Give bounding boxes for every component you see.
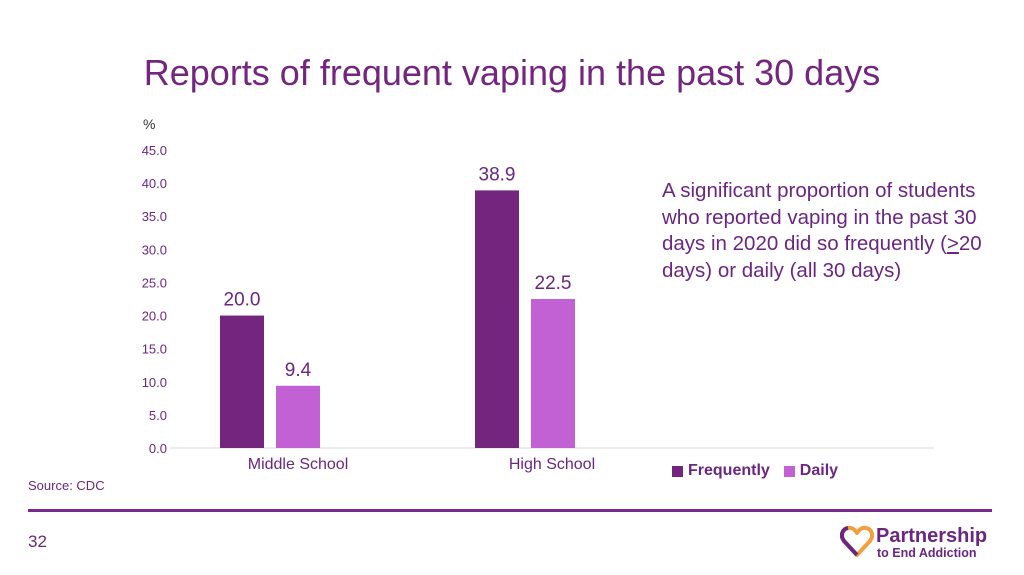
y-tick-label: 0.0 [149,441,167,456]
data-label: 20.0 [224,290,261,311]
legend-label-frequently: Frequently [688,462,770,479]
y-tick-label: 25.0 [142,275,167,290]
legend-swatch-daily [783,465,795,477]
y-axis-ticks: 0.0 5.0 10.0 15.0 20.0 25.0 30.0 35.0 40.0 45.0 [142,143,167,456]
data-label: 38.9 [479,164,516,185]
legend-item-daily: Daily [783,462,839,480]
partnership-logo: Partnership to End Addiction [840,524,1000,564]
y-tick-label: 45.0 [142,143,167,158]
bar-frequently-1 [475,190,519,448]
y-tick-label: 35.0 [142,209,167,224]
legend-label-daily: Daily [799,462,839,479]
heart-logo-icon [840,525,874,557]
y-axis-unit-label: % [143,116,155,132]
bar-chart: % 0.0 5.0 10.0 15.0 20.0 25.0 30.0 35.0 40.0 45.0… [142,116,934,473]
data-label: 22.5 [535,273,572,294]
legend-item-frequently: Frequently [672,462,770,480]
x-axis-ticks: Middle School High School [248,456,595,473]
page-number: 32 [28,532,47,551]
y-tick-label: 15.0 [142,342,167,357]
bar-daily-1 [531,299,575,448]
legend-swatch-frequently [672,465,683,477]
y-tick-label: 30.0 [142,242,167,257]
annotation-text: A significant proportion of students who… [662,179,982,282]
y-tick-label: 40.0 [142,176,167,191]
x-tick-label: High School [509,456,595,473]
logo-line2: to End Addiction [877,546,977,560]
bars-group: 20.0 38.9 9.4 22.5 [220,164,575,448]
y-tick-label: 10.0 [142,375,167,390]
chart-legend: Frequently Daily [672,462,838,480]
bar-daily-0 [276,385,320,448]
footer-divider [28,509,992,512]
y-tick-label: 20.0 [142,309,167,324]
data-label: 9.4 [285,360,312,381]
bar-frequently-0 [220,315,264,448]
x-tick-label: Middle School [248,456,349,473]
logo-line1: Partnership [876,525,988,547]
slide-title: Reports of frequent vaping in the past 3… [143,52,881,93]
source-note: Source: CDC [28,478,105,493]
y-tick-label: 5.0 [149,408,167,423]
greater-equal-symbol: > [946,232,959,255]
